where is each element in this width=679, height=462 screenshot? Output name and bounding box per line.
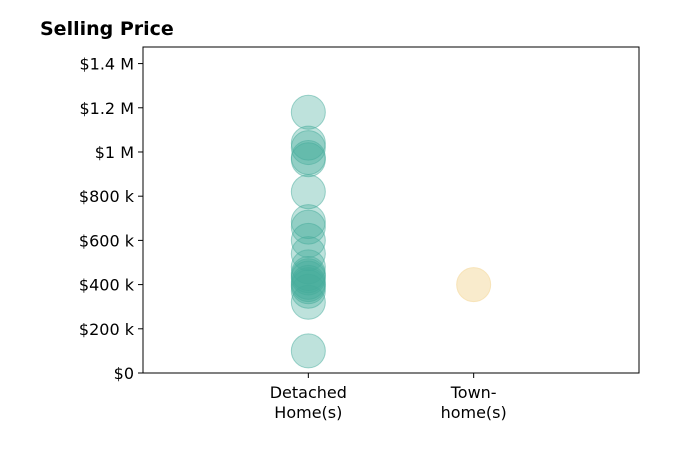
y-tick-label: $200 k	[79, 320, 135, 339]
y-tick-label: $600 k	[79, 231, 135, 250]
y-axis: $0 $200 k $400 k $600 k $800 k $1 M $1.2 M $1.4…	[79, 55, 143, 383]
y-tick-label: $1.4 M	[79, 55, 134, 74]
data-point	[456, 267, 492, 303]
data-point	[290, 130, 326, 166]
y-tick-label: $1 M	[95, 143, 134, 162]
data-point	[290, 273, 326, 309]
x-tick-label: Detached	[270, 383, 347, 402]
data-point	[290, 209, 326, 245]
y-tick-label: $1.2 M	[79, 99, 134, 118]
data-point	[290, 174, 326, 210]
data-points	[290, 94, 492, 369]
y-tick-label: $800 k	[79, 187, 135, 206]
data-point	[290, 236, 326, 272]
data-point	[290, 269, 326, 305]
data-point	[290, 204, 326, 240]
x-tick-label: Home(s)	[274, 403, 342, 422]
data-point	[290, 333, 326, 369]
plot-frame	[142, 46, 640, 374]
data-point	[290, 94, 326, 130]
y-tick-label: $0	[114, 364, 134, 383]
y-tick-label: $400 k	[79, 276, 135, 295]
data-point	[290, 142, 326, 178]
x-tick-label: Town-	[450, 383, 497, 402]
plot-area	[142, 46, 640, 374]
x-tick-label: home(s)	[441, 403, 507, 422]
chart-title: Selling Price	[40, 18, 174, 40]
data-point	[290, 222, 326, 258]
data-point	[290, 284, 326, 320]
